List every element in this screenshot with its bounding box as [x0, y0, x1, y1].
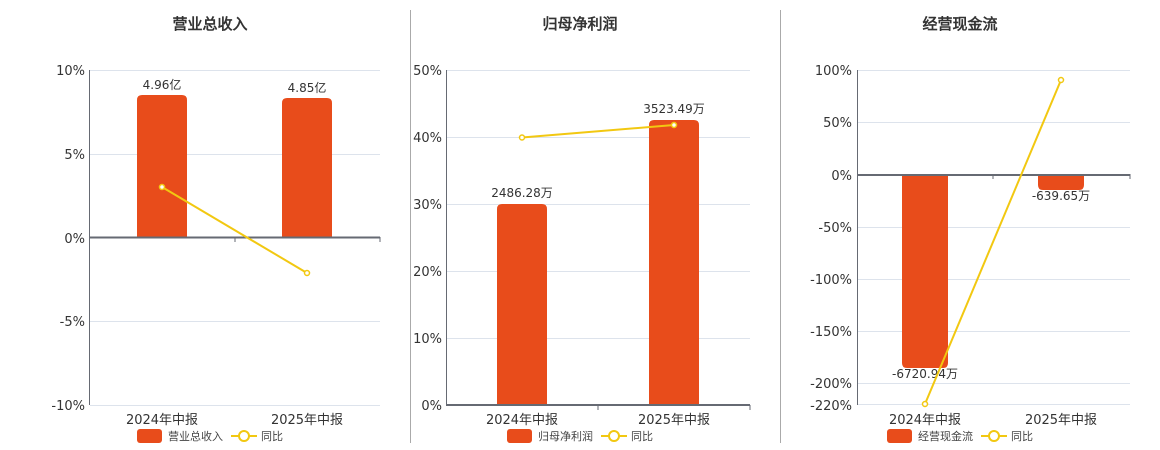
y-tick-label: 0%: [421, 399, 442, 414]
legend-bar-label[interactable]: 归母净利润: [538, 430, 593, 443]
bar-value-label: 4.96亿: [143, 77, 182, 92]
x-tick-label: 2025年中报: [638, 413, 710, 428]
y-tick-label: -5%: [60, 315, 85, 330]
yoy-line: [924, 79, 1062, 405]
y-tick-label: 100%: [815, 64, 852, 79]
yoy-point[interactable]: [1057, 76, 1065, 84]
y-tick-label: 50%: [413, 64, 442, 79]
y-tick-label: 30%: [413, 198, 442, 213]
x-tick-label: 2025年中报: [271, 413, 343, 428]
y-tick-label: 5%: [64, 148, 85, 163]
chart-title-operating-cash-flow: 经营现金流: [922, 15, 998, 33]
bar-2024[interactable]: [902, 175, 948, 368]
panel-separator-1: [410, 10, 411, 443]
yoy-point[interactable]: [158, 183, 166, 191]
x-tick-label: 2024年中报: [889, 413, 961, 428]
yoy-point[interactable]: [670, 121, 678, 129]
bar-value-label: -639.65万: [1032, 189, 1090, 203]
y-tick-label: 50%: [823, 116, 852, 131]
panel-separator-2: [780, 10, 781, 443]
legend-bar-label[interactable]: 经营现金流: [918, 430, 973, 443]
y-tick-label: -50%: [818, 221, 852, 236]
bar-2025[interactable]: [282, 98, 332, 238]
y-tick-label: -220%: [810, 399, 852, 414]
legend-line-label[interactable]: 同比: [261, 430, 283, 443]
legend-line-label[interactable]: 同比: [631, 430, 653, 443]
bar-value-label: 2486.28万: [491, 186, 553, 200]
legend-line-swatch[interactable]: [231, 429, 257, 443]
x-tick-label: 2024年中报: [126, 413, 198, 428]
y-tick-label: 10%: [56, 64, 85, 79]
bar-value-label: 3523.49万: [643, 102, 705, 116]
x-tick-label: 2024年中报: [486, 413, 558, 428]
legend-revenue: 营业总收入 同比: [137, 428, 283, 444]
bar-2024[interactable]: [137, 95, 187, 238]
y-tick-label: -200%: [810, 377, 852, 392]
bar-value-label: 4.85亿: [288, 80, 327, 95]
legend-bar-swatch[interactable]: [507, 429, 532, 443]
chart-title-revenue: 营业总收入: [172, 15, 248, 33]
legend-line-swatch[interactable]: [981, 429, 1007, 443]
yoy-line: [521, 124, 675, 139]
y-tick-label: -150%: [810, 325, 852, 340]
yoy-line: [161, 186, 308, 274]
legend-net-profit: 归母净利润 同比: [507, 428, 653, 444]
y-tick-label: 0%: [64, 232, 85, 247]
legend-line-label[interactable]: 同比: [1011, 430, 1033, 443]
yoy-point[interactable]: [303, 269, 311, 277]
bar-2025[interactable]: [1038, 175, 1084, 190]
bar-2025[interactable]: [649, 120, 699, 405]
legend-line-swatch[interactable]: [601, 429, 627, 443]
legend-bar-swatch[interactable]: [887, 429, 912, 443]
x-tick-label: 2025年中报: [1025, 413, 1097, 428]
y-tick-label: 0%: [831, 169, 852, 184]
y-tick-label: 20%: [413, 265, 442, 280]
chart-title-net-profit: 归母净利润: [542, 15, 618, 33]
y-tick-label: 10%: [413, 332, 442, 347]
yoy-point[interactable]: [518, 134, 526, 141]
y-tick-label: -10%: [51, 399, 85, 414]
legend-operating-cash-flow: 经营现金流 同比: [887, 428, 1033, 444]
yoy-point[interactable]: [921, 400, 929, 408]
legend-bar-swatch[interactable]: [137, 429, 162, 443]
y-tick-label: -100%: [810, 273, 852, 288]
legend-bar-label[interactable]: 营业总收入: [168, 430, 223, 443]
bar-2024[interactable]: [497, 204, 547, 405]
y-tick-label: 40%: [413, 131, 442, 146]
bar-value-label: -6720.94万: [892, 367, 958, 381]
